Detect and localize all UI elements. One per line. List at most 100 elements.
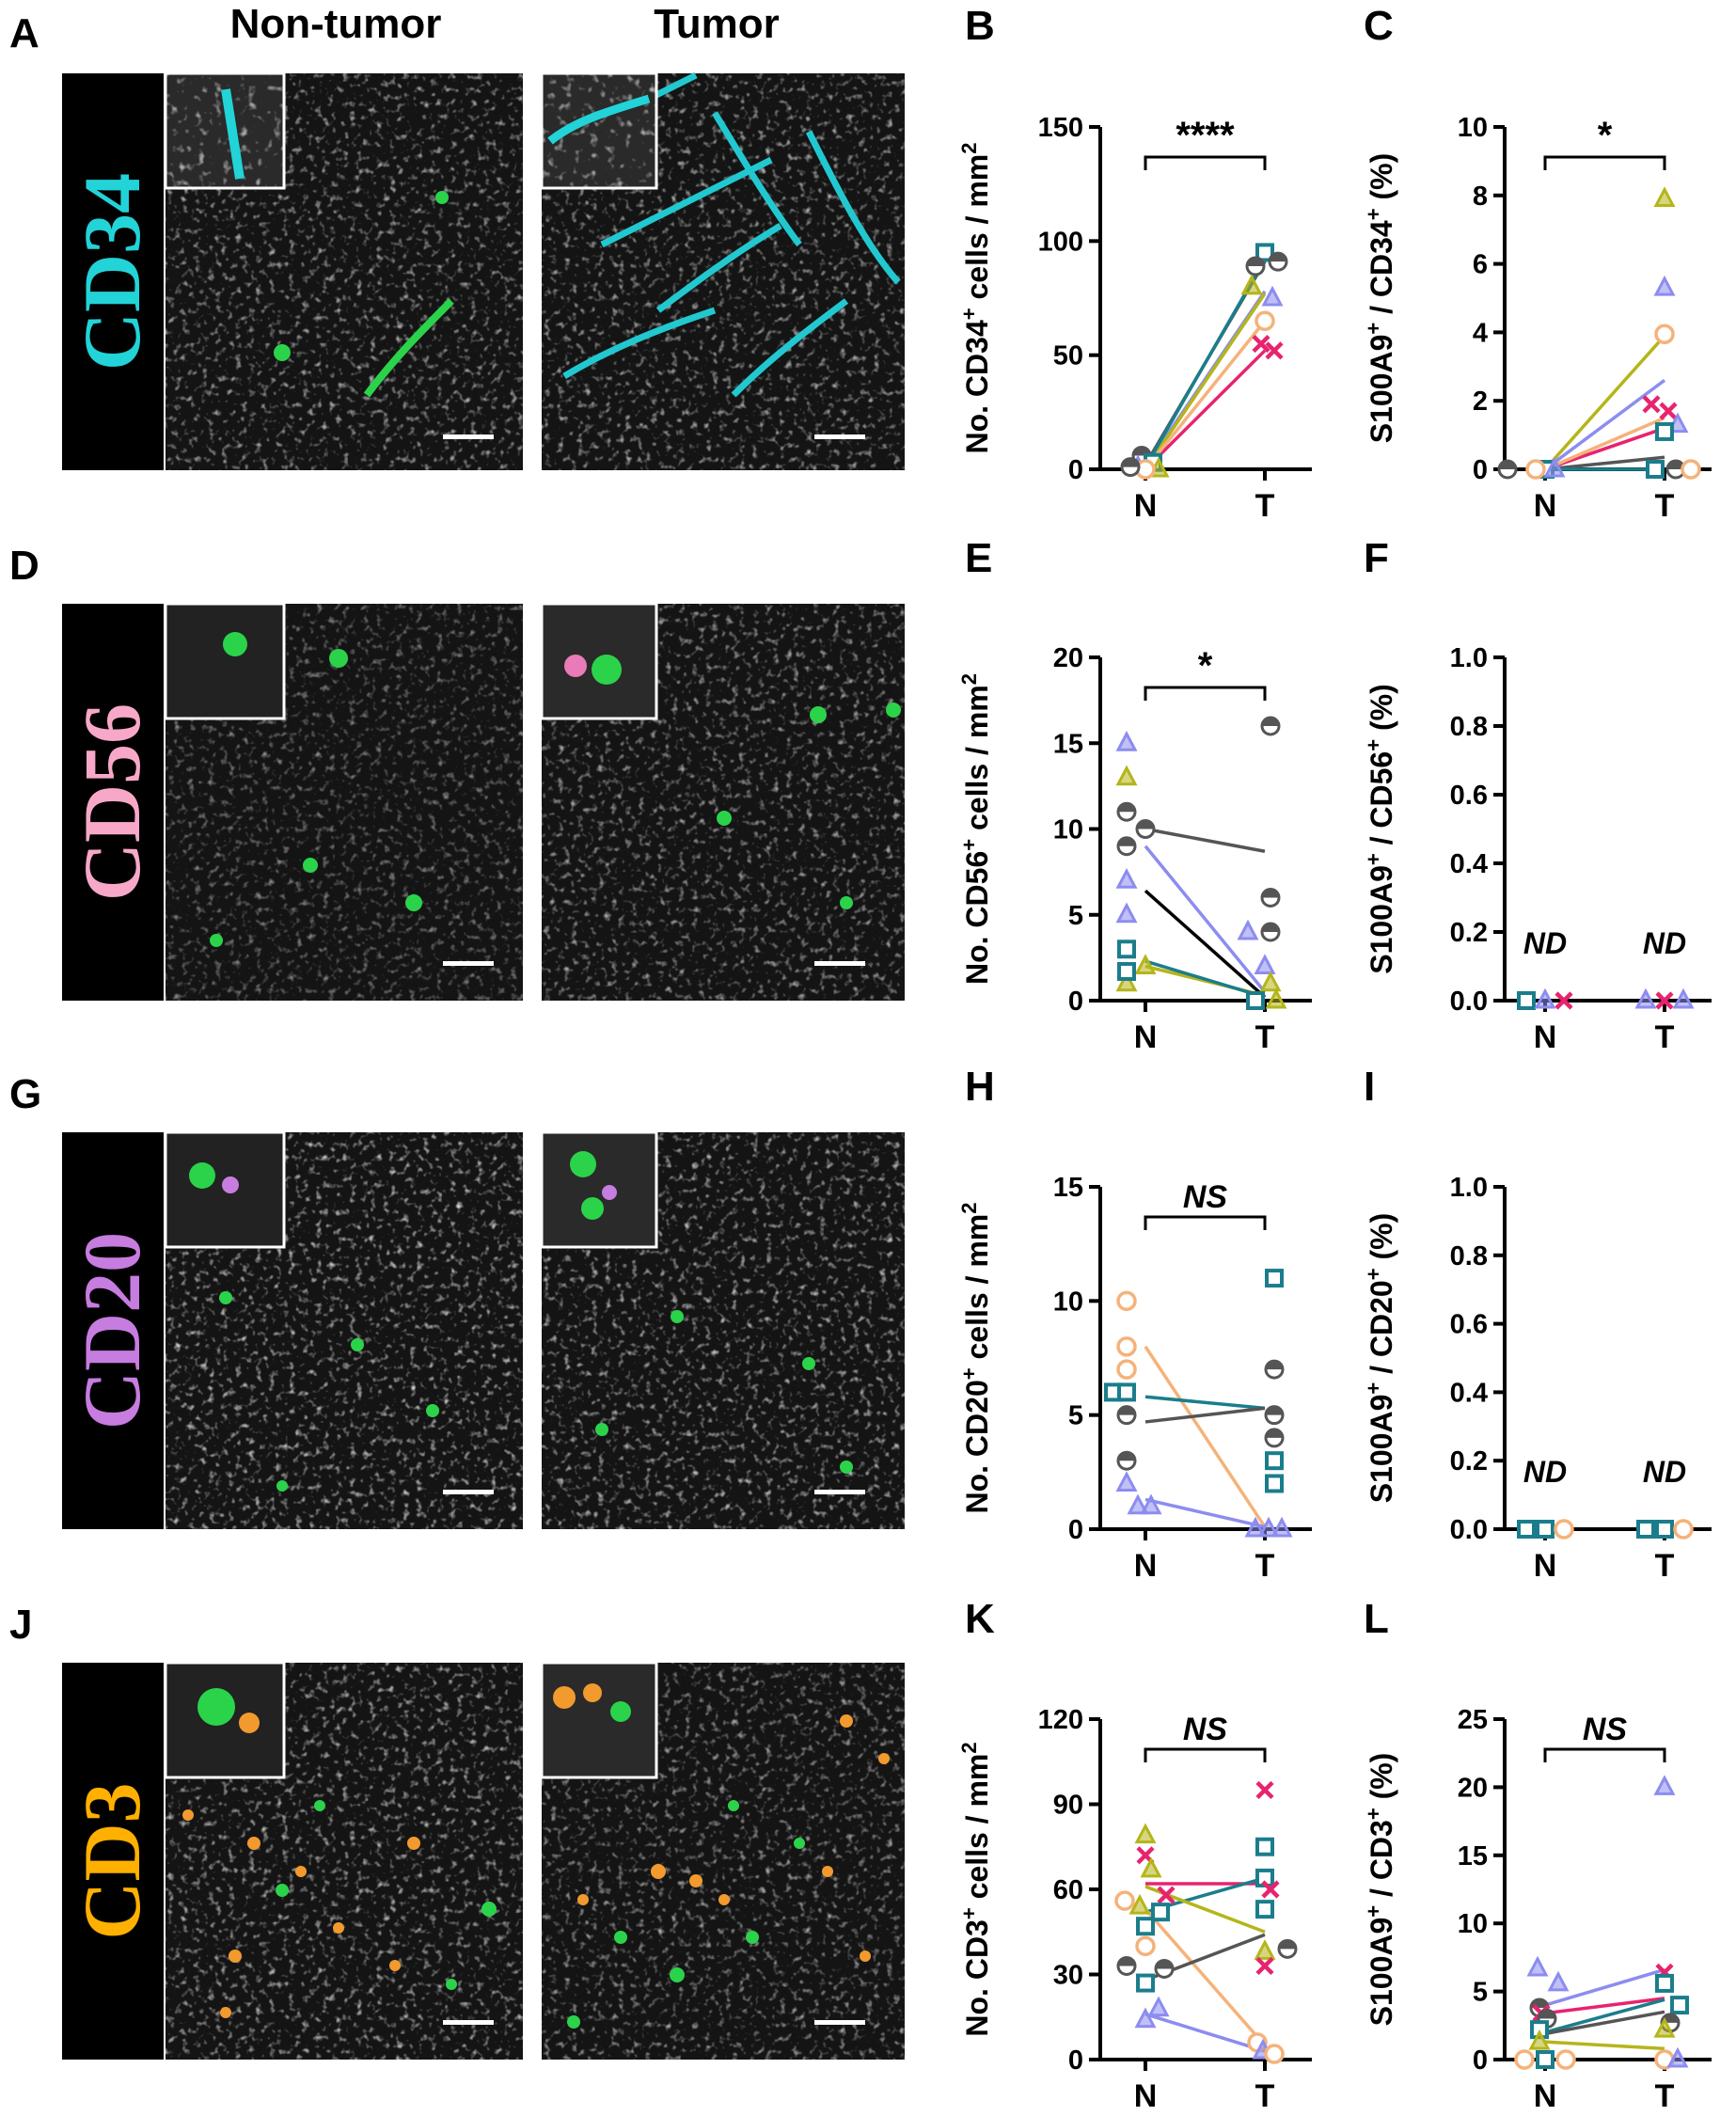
series-line: [1544, 1997, 1665, 2015]
y-axis-label-part: +: [957, 839, 981, 851]
series-line: [1144, 889, 1267, 999]
y-tick-label: 30: [1053, 1961, 1083, 1991]
y-tick-label: 15: [1053, 1173, 1083, 1203]
data-point-square: [1151, 1903, 1170, 1922]
x-tick-label: T: [1655, 1548, 1675, 1584]
data-point-triangle: [1254, 1939, 1276, 1960]
y-tick-label: 5: [1473, 1978, 1488, 2008]
data-point-triangle: [1634, 987, 1657, 1009]
data-point-halfcircle-fill: [1118, 1957, 1135, 1966]
y-tick-label: 2: [1473, 387, 1488, 417]
data-point-halfcircle: [1245, 256, 1266, 276]
data-point-triangle: [1653, 2016, 1676, 2038]
not-detected-label: ND: [1643, 926, 1686, 960]
data-point-halfcircle: [1264, 1359, 1285, 1380]
data-point-cross: [1642, 395, 1661, 414]
series-line: [1144, 320, 1267, 471]
data-point-square: [1655, 421, 1674, 441]
y-tick-label: 1.0: [1450, 643, 1488, 673]
y-axis-label-part: / CD56: [1365, 751, 1398, 853]
data-point-circle: [1673, 1519, 1694, 1540]
marker-label-box: [62, 604, 164, 1001]
y-tick-label: 90: [1053, 1791, 1083, 1821]
data-point-triangle: [1134, 954, 1157, 974]
data-point-triangle: [1257, 1516, 1280, 1538]
data-point-triangle: [1140, 1856, 1162, 1878]
y-axis-label-part: S100A9: [1365, 1395, 1398, 1504]
y-axis-label-part: cells / mm: [960, 1754, 994, 1908]
y-axis-label-part: 2: [957, 1742, 981, 1753]
data-point-halfcircle-fill: [1122, 458, 1139, 467]
y-tick-label: 150: [1038, 113, 1083, 143]
y-axis-label-part: +: [1362, 1268, 1385, 1280]
y-tick-label: 0.2: [1450, 918, 1488, 948]
data-point-triangle: [1147, 1996, 1170, 2017]
significance-bracket: [1543, 155, 1666, 170]
data-point-halfcircle: [1116, 801, 1137, 822]
marker-label-cd56: CD56: [67, 703, 157, 901]
data-point-square: [1265, 1269, 1284, 1288]
series-line: [1543, 378, 1666, 471]
data-point-cross: [1265, 341, 1284, 360]
x-tick-label: N: [1534, 1548, 1557, 1584]
y-axis-label-part: cells / mm: [960, 154, 994, 308]
data-point-square: [1646, 460, 1665, 479]
data-point-circle: [1255, 310, 1275, 332]
series-line: [1544, 455, 1665, 471]
significance-bracket: [1144, 1747, 1267, 1762]
x-tick-label: T: [1655, 488, 1675, 524]
data-point-square: [1246, 991, 1265, 1010]
data-point-triangle: [1115, 731, 1138, 751]
y-axis-label-part: +: [957, 1367, 981, 1380]
series-line: [1144, 2013, 1266, 2053]
data-point-triangle: [1534, 987, 1556, 1009]
data-point-square: [1136, 1973, 1155, 1993]
significance-bracket: [1543, 1747, 1666, 1762]
data-point-circle: [1116, 1359, 1137, 1380]
y-tick-label: 5: [1068, 901, 1083, 931]
y-axis-label-part: 2: [957, 1203, 981, 1214]
y-tick-label: 20: [1053, 643, 1083, 673]
y-tick-label: 4: [1473, 318, 1488, 348]
data-point-triangle: [1543, 456, 1566, 478]
marker-label-box: [62, 73, 164, 470]
data-point-triangle: [1115, 1471, 1138, 1492]
data-point-triangle: [1115, 902, 1138, 924]
y-tick-label: 15: [1458, 1841, 1488, 1871]
data-point-circle: [1135, 1935, 1156, 1957]
y-tick-label: 0.8: [1450, 1241, 1488, 1271]
data-point-halfcircle: [1665, 459, 1686, 480]
data-point-halfcircle-fill: [1539, 2010, 1555, 2019]
nontumor-image: [164, 71, 523, 470]
y-tick-label: 1.0: [1450, 1173, 1488, 1203]
data-point-halfcircle-fill: [1499, 461, 1516, 469]
y-tick-label: 0.4: [1450, 1378, 1488, 1408]
significance-label: *: [1598, 115, 1613, 156]
y-axis-label-part: +: [1362, 208, 1385, 220]
data-point-cross: [1655, 991, 1674, 1010]
y-axis-label-part: +: [1362, 853, 1385, 865]
y-tick-label: 0.8: [1450, 712, 1488, 742]
data-point-square: [1536, 1520, 1555, 1539]
panel-label-l: L: [1364, 1596, 1389, 1642]
data-point-square: [1255, 1837, 1274, 1856]
data-point-triangle: [1526, 1955, 1549, 1977]
marker-label-cd3: CD3: [67, 1782, 157, 1939]
data-point-triangle: [1115, 868, 1138, 889]
micrograph-row-cd20: G CD20: [9, 1071, 905, 1529]
data-point-halfcircle-fill: [1118, 803, 1135, 813]
y-axis-label-part: (%): [1365, 1753, 1398, 1808]
panel-label-j: J: [9, 1602, 32, 1648]
series-line: [1543, 334, 1666, 471]
data-point-cross: [1255, 1780, 1274, 1800]
data-point-circle: [1555, 2049, 1576, 2070]
data-point-halfcircle: [1120, 457, 1141, 478]
data-point-cross: [1659, 402, 1678, 420]
tumor-image: [540, 1130, 905, 1529]
series-line: [1144, 959, 1266, 1000]
nontumor-image: [164, 1661, 523, 2060]
data-point-triangle: [1653, 275, 1676, 296]
data-point-triangle: [1134, 2007, 1157, 2029]
y-tick-label: 10: [1053, 1287, 1083, 1317]
data-point-halfcircle: [1497, 459, 1518, 480]
